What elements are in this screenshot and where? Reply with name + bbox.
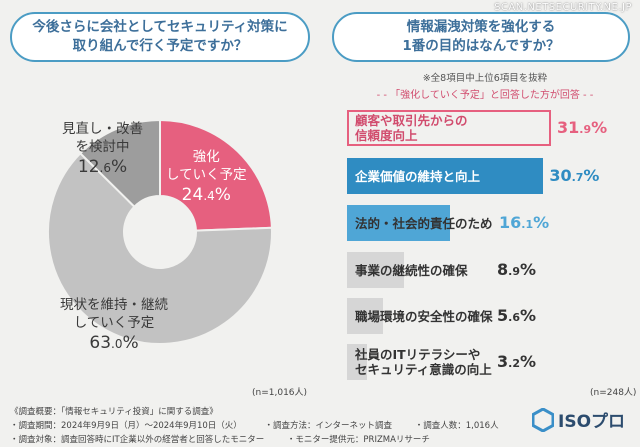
bar-fill	[347, 158, 544, 194]
bar-subtitle: - - 「強化していく予定」と回答した方が回答 - -	[376, 90, 594, 101]
bar-sample-size: (n=248人)	[590, 388, 637, 398]
footer-count: ・調査人数：1,016人	[414, 421, 499, 431]
bar-note: ※全8項目中上位6項目を抜粋	[422, 73, 548, 84]
bar-label-line1: 顧客や取引先からの	[355, 113, 468, 128]
bar-label-line1: 事業の継続性の確保	[355, 262, 468, 278]
footer-title: 《調査概要：「情報セキュリティ投資」に関する調査》	[10, 407, 218, 417]
footer-provider: ・モニター提供元：PRIZMAリサーチ	[286, 435, 430, 445]
bar-label: 顧客や取引先からの 信頼度向上	[355, 110, 468, 146]
left-question-box: 今後さらに会社としてセキュリティ対策に 取り組んで行く予定ですか？	[10, 12, 310, 62]
pie-label-strengthen-line1: 強化	[192, 149, 220, 165]
footer-method: ・調査方法：インターネット調査	[264, 421, 393, 431]
bar-label: 事業の継続性の確保	[355, 252, 468, 288]
pie-sample-size: (n=1,016人)	[252, 388, 308, 398]
donut-chart	[47, 118, 273, 345]
pie-label-maintain-line1: 現状を維持・継続	[60, 297, 168, 313]
pie-label-maintain-line2: していく予定	[73, 315, 155, 331]
isopro-logo: ISOプロ	[532, 407, 625, 432]
logo-text: ISOプロ	[558, 412, 626, 432]
survey-footer: 《調査概要：「情報セキュリティ投資」に関する調査》 ・調査期間：2024年9月9…	[10, 405, 519, 447]
bar-value: 31.9%	[557, 118, 608, 137]
bar-label: 企業価値の維持と向上	[355, 158, 480, 194]
pie-slice-review	[78, 118, 161, 209]
right-question-line2: 1番の目的はなんですか？	[402, 38, 560, 54]
bar-row: 法的・社会的責任のため 16.1%	[347, 205, 631, 241]
footer-line2: ・調査期間：2024年9月9日（月）～2024年9月10日（火） ・調査方法：イ…	[10, 419, 519, 433]
bar-value: 3.2%	[497, 352, 537, 371]
bar-value: 30.7%	[549, 166, 600, 185]
bar-row: 社員のITリテラシーや セキュリティ意識の向上 3.2%	[347, 344, 631, 380]
bar-label-line2: セキュリティ意識の向上	[355, 362, 492, 377]
bar-value: 8.9%	[497, 260, 537, 279]
bar-value: 5.6%	[497, 306, 537, 325]
bar-label-line2: 信頼度向上	[355, 128, 418, 143]
pie-slice-strengthen	[159, 118, 273, 232]
pie-value-strengthen: 24.4%	[181, 185, 231, 205]
footer-line1: 《調査概要：「情報セキュリティ投資」に関する調査》	[10, 405, 519, 419]
right-question-line1: 情報漏洩対策を強化する	[406, 19, 556, 35]
bar-label: 社員のITリテラシーや セキュリティ意識の向上	[355, 344, 492, 380]
bar-label-line1: 社員のITリテラシーや	[355, 347, 481, 362]
bar-row: 職場環境の安全性の確保 5.6%	[347, 298, 631, 334]
bar-fill	[347, 205, 450, 241]
pie-label-review-line1: 見直し・改善	[62, 121, 143, 137]
bar-row: 顧客や取引先からの 信頼度向上 31.9%	[347, 110, 631, 146]
bar-value: 16.1%	[499, 213, 550, 232]
left-question-line2: 取り組んで行く予定ですか？	[72, 38, 248, 54]
bar-fill	[347, 344, 368, 380]
left-question-line1: 今後さらに会社としてセキュリティ対策に	[32, 19, 288, 35]
right-question-box: 情報漏洩対策を強化する 1番の目的はなんですか？	[332, 12, 630, 62]
pie-label-review-line2: を検討中	[75, 139, 130, 155]
bar-fill	[347, 110, 551, 146]
bar-fill	[347, 252, 404, 288]
footer-line3: ・調査対象：調査回答時にIT企業以外の経営者と回答したモニター ・モニター提供元…	[10, 433, 519, 447]
pie-label-review: 見直し・改善 を検討中 12.6%	[62, 120, 143, 177]
hexagon-logo-icon	[532, 407, 554, 432]
bar-label: 法的・社会的責任のため	[355, 205, 493, 241]
pie-label-strengthen-line2: していく予定	[166, 167, 247, 183]
footer-target: ・調査対象：調査回答時にIT企業以外の経営者と回答したモニター	[10, 435, 265, 445]
pie-label-strengthen: 強化 していく予定 24.4%	[166, 148, 247, 205]
bar-label-line1: 法的・社会的責任のため	[355, 215, 493, 231]
bar-label-line1: 職場環境の安全性の確保	[355, 308, 493, 324]
bar-row: 企業価値の維持と向上 30.7%	[347, 158, 631, 194]
bar-label: 職場環境の安全性の確保	[355, 298, 493, 334]
bar-fill	[347, 298, 383, 334]
bar-row: 事業の継続性の確保 8.9%	[347, 252, 631, 288]
footer-period: ・調査期間：2024年9月9日（月）～2024年9月10日（火）	[10, 421, 242, 431]
pie-value-maintain: 63.0%	[89, 333, 139, 353]
watermark: SCAN.NETSECURITY.NE.JP	[494, 2, 632, 13]
bar-label-line1: 企業価値の維持と向上	[355, 168, 481, 184]
pie-value-review: 12.6%	[77, 157, 128, 177]
pie-label-maintain: 現状を維持・継続 していく予定 63.0%	[60, 296, 168, 353]
pie-slice-maintain	[47, 151, 273, 345]
